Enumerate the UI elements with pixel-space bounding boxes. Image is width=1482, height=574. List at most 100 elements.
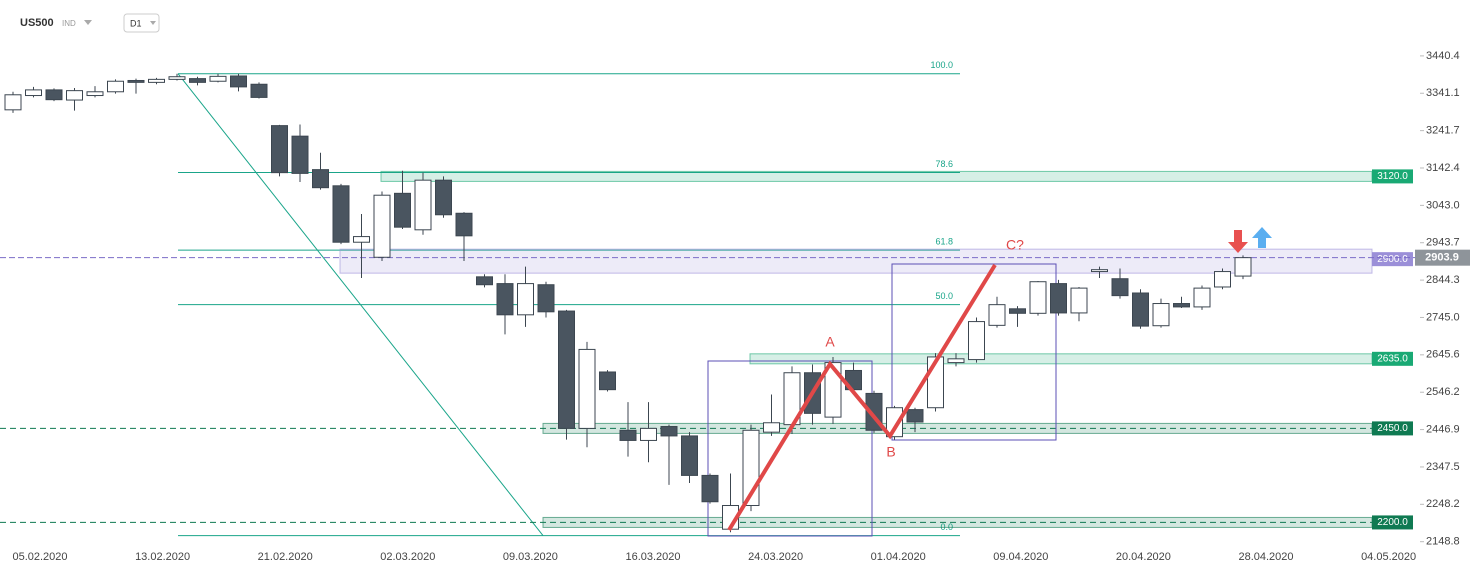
candle-body — [148, 78, 165, 83]
candle-body — [250, 83, 268, 98]
x-tick-label: 21.02.2020 — [258, 551, 313, 563]
candle-body — [353, 236, 370, 243]
symbol: US500 — [20, 17, 54, 29]
wave-label: B — [886, 444, 895, 460]
y-tick-label: 2248.2 — [1426, 498, 1460, 510]
candle-body — [496, 283, 514, 316]
x-tick-label: 13.02.2020 — [135, 551, 190, 563]
candle-body — [373, 194, 391, 258]
x-tick-label: 09.03.2020 — [503, 551, 558, 563]
candle-body — [66, 90, 83, 101]
candle-body — [824, 362, 842, 418]
y-tick-label: 3043.0 — [1426, 199, 1460, 211]
level-tag — [1372, 169, 1413, 184]
y-tick-label: 2645.6 — [1426, 349, 1460, 361]
y-tick-label: 2347.5 — [1426, 461, 1460, 473]
fib-label: 100.0 — [930, 60, 953, 70]
candle-body — [1050, 283, 1067, 314]
candle-body — [312, 169, 329, 189]
x-tick-label: 28.04.2020 — [1238, 551, 1293, 563]
pattern-box — [891, 263, 1057, 441]
interval-selector[interactable] — [123, 13, 160, 33]
level-label: 2450.0 — [1377, 423, 1408, 434]
candle-body — [209, 75, 227, 82]
level-tag — [1372, 252, 1413, 267]
candle-body — [1173, 303, 1190, 308]
candle-body — [517, 283, 534, 316]
candle-body — [86, 91, 104, 97]
y-tick-label: 2546.2 — [1426, 386, 1460, 398]
x-tick-label: 09.04.2020 — [993, 551, 1048, 563]
candle-body — [681, 435, 698, 476]
candle-body — [127, 79, 145, 83]
fib-label: 78.6 — [935, 159, 953, 169]
candle-body — [168, 76, 186, 80]
candle-body — [537, 284, 555, 313]
wave-label: C? — [1006, 237, 1024, 253]
y-tick-label: 2446.9 — [1426, 423, 1460, 435]
candle-body — [1070, 287, 1088, 314]
candle-body — [107, 80, 124, 93]
dropdown-arrow — [150, 21, 156, 25]
candle-body — [291, 135, 309, 174]
fib-label: 61.8 — [935, 237, 953, 247]
zone — [542, 516, 1373, 528]
y-tick-label: 2844.3 — [1426, 274, 1460, 286]
sell-arrow — [1228, 230, 1248, 253]
wave-line — [727, 263, 997, 532]
x-tick-label: 20.04.2020 — [1116, 551, 1171, 563]
candle-body — [763, 422, 780, 433]
x-tick-label: 01.04.2020 — [871, 551, 926, 563]
y-tick-label: 2745.0 — [1426, 311, 1460, 323]
level-label: 2900.0 — [1377, 254, 1408, 265]
candle-body — [660, 426, 678, 437]
candle-body — [640, 427, 657, 441]
zone — [339, 248, 1373, 274]
candle-body — [1152, 303, 1170, 327]
level-tag — [1372, 421, 1413, 436]
y-tick-label: 3341.1 — [1426, 87, 1460, 99]
x-tick-label: 24.03.2020 — [748, 551, 803, 563]
level-tag — [1372, 515, 1413, 530]
buy-arrow — [1252, 227, 1272, 248]
candle-body — [1132, 292, 1149, 327]
dropdown-arrow[interactable] — [84, 20, 92, 25]
candle-body — [968, 321, 985, 361]
y-tick-label: 3241.7 — [1426, 125, 1460, 137]
candle-body — [1091, 269, 1108, 273]
candle-body — [988, 304, 1006, 326]
candle-body — [599, 371, 616, 391]
x-tick-label: 04.05.2020 — [1361, 551, 1416, 563]
level-label: 2635.0 — [1377, 353, 1408, 364]
last-price-tag — [1415, 249, 1470, 266]
candle-body — [332, 185, 350, 243]
x-tick-label: 02.03.2020 — [380, 551, 435, 563]
level-tag — [1372, 351, 1413, 366]
level-label: 3120.0 — [1377, 171, 1408, 182]
candle-body — [1029, 281, 1047, 314]
candle-body — [25, 89, 42, 97]
candle-body — [886, 407, 903, 438]
candle-body — [271, 125, 288, 174]
candle-body — [1214, 271, 1231, 288]
fib-label: 50.0 — [935, 291, 953, 301]
y-tick-label: 3440.4 — [1426, 50, 1460, 62]
candle-body — [906, 409, 924, 423]
candle-body — [558, 310, 575, 429]
zone — [749, 353, 1373, 365]
candle-body — [578, 348, 596, 429]
market: IND — [62, 19, 76, 28]
candle-body — [394, 192, 411, 228]
candle-body — [947, 358, 965, 364]
y-tick-label: 2148.8 — [1426, 536, 1460, 548]
candle-body — [1234, 257, 1252, 277]
candle-body — [476, 276, 493, 286]
candle-body — [414, 179, 432, 231]
pattern-box — [707, 360, 873, 537]
x-tick-label: 05.02.2020 — [12, 551, 67, 563]
x-tick-label: 16.03.2020 — [625, 551, 680, 563]
candle-body — [435, 179, 452, 216]
wave-label: A — [825, 334, 835, 350]
zone — [380, 170, 1373, 182]
